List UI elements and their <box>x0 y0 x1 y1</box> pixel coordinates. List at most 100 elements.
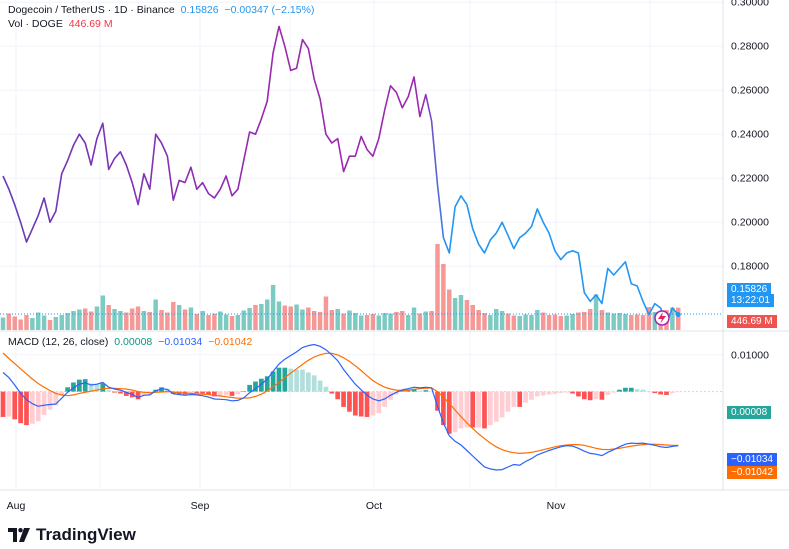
brand[interactable]: TradingView <box>8 525 136 545</box>
volume-bar <box>124 312 129 330</box>
macd-hist-bar <box>576 391 581 397</box>
volume-bar <box>112 309 117 330</box>
volume-bar <box>165 312 170 330</box>
volume-bar <box>353 313 358 330</box>
macd-hist-bar <box>646 391 652 393</box>
volume-bar <box>676 307 681 330</box>
volume-bar <box>229 316 235 330</box>
macd-hist-bar <box>76 379 82 392</box>
macd-hist-bar <box>188 391 194 394</box>
macd-hist-bar <box>347 391 352 412</box>
lightning-icon <box>658 312 666 324</box>
volume-bar <box>476 310 481 330</box>
volume-bar <box>65 313 70 330</box>
volume-bar <box>441 264 446 330</box>
macd-hist-bar <box>470 391 476 428</box>
volume-bar <box>564 315 569 330</box>
macd-hist-bar <box>317 380 323 392</box>
time-tick-label: Aug <box>7 500 26 512</box>
volume-bar <box>629 315 634 330</box>
volume-bar <box>358 315 364 330</box>
price-axis[interactable]: 0.30000 0.28000 0.26000 0.24000 0.22000 0.200… <box>731 0 769 273</box>
volume-bar <box>88 311 94 330</box>
macd-label[interactable]: MACD (12, 26, close) <box>8 336 109 348</box>
macd-hist-bar <box>223 391 229 396</box>
macd-hist-bar <box>53 391 59 406</box>
time-axis[interactable]: Aug Sep Oct Nov <box>7 500 566 512</box>
volume-bar <box>176 305 182 330</box>
macd-hist-bar <box>658 391 663 395</box>
volume-bar <box>264 299 270 330</box>
volume-bar <box>517 316 522 330</box>
volume-bar <box>288 306 293 330</box>
macd-line <box>2 343 679 471</box>
volume-bar <box>200 311 205 330</box>
tradingview-logo-icon <box>8 528 30 542</box>
macd-hist-bar <box>123 391 129 396</box>
volume-bar <box>12 316 17 330</box>
volume-bar <box>429 311 434 330</box>
last-price-label: 0.15826 <box>180 4 219 16</box>
volume-bar <box>552 314 558 330</box>
macd-hist-bar <box>446 391 452 434</box>
macd-lines <box>2 343 679 471</box>
macd-hist-bar <box>517 391 523 407</box>
volume-label[interactable]: Vol · DOGE <box>8 18 63 30</box>
macd-histogram <box>0 367 681 434</box>
volume-legend: Vol · DOGE 446.69 M <box>8 18 116 30</box>
volume-bar <box>347 310 352 330</box>
grid-lines <box>0 0 723 488</box>
volume-bar <box>646 307 652 330</box>
volume-bar <box>470 305 475 330</box>
volume-bar <box>617 313 622 330</box>
macd-hist-bar <box>429 391 434 393</box>
macd-hist-bar <box>564 391 570 393</box>
volume-bar <box>171 302 176 330</box>
markers <box>654 310 670 326</box>
macd-hist-bar <box>141 391 147 396</box>
macd-hist-bar <box>253 381 258 392</box>
volume-bar <box>370 314 376 330</box>
macd-hist-bar <box>593 391 599 400</box>
macd-hist-bar <box>482 391 487 429</box>
macd-hist-bar <box>617 389 622 392</box>
macd-hist-bar <box>100 383 106 392</box>
volume-bar <box>482 313 487 330</box>
macd-hist-bar <box>523 391 528 403</box>
volume-value: 446.69 M <box>68 18 113 30</box>
macd-hist-bar <box>200 391 205 394</box>
macd-hist-bar <box>423 390 429 392</box>
macd-hist-bar <box>65 387 70 392</box>
macd-hist-bar <box>135 391 141 400</box>
macd-hist-bar <box>305 372 311 392</box>
macd-hist-bar <box>364 391 370 417</box>
volume-bar <box>576 312 581 330</box>
macd-hist-bar <box>675 391 681 393</box>
macd-hist-bar <box>652 391 658 394</box>
volume-bar <box>623 314 628 330</box>
time-tick-label: Oct <box>366 500 382 512</box>
volume-bar <box>218 311 223 330</box>
volume-bar <box>499 311 505 330</box>
volume-bar <box>523 314 528 330</box>
last-price-dot <box>675 312 681 318</box>
volume-bar <box>147 312 153 330</box>
volume-bar <box>182 309 188 330</box>
macd-hist-bar <box>640 389 646 392</box>
last-price-tag: 0.15826 <box>727 283 772 296</box>
volume-bar <box>546 315 552 330</box>
macd-hist-value: 0.00008 <box>114 336 153 348</box>
macd-value: −0.01034 <box>158 336 203 348</box>
volume-bar <box>335 309 340 330</box>
volume-bar <box>94 306 100 330</box>
macd-hist-bar <box>358 391 364 417</box>
macd-hist-bar <box>30 391 35 424</box>
volume-bar <box>235 315 241 330</box>
pair-label[interactable]: Dogecoin / TetherUS · 1D · Binance <box>8 4 175 16</box>
volume-bar <box>41 315 47 330</box>
volume-bar <box>593 294 599 330</box>
macd-axis[interactable]: 0.01000 <box>731 349 769 361</box>
volume-bar <box>411 307 417 330</box>
volume-bar <box>447 289 452 330</box>
